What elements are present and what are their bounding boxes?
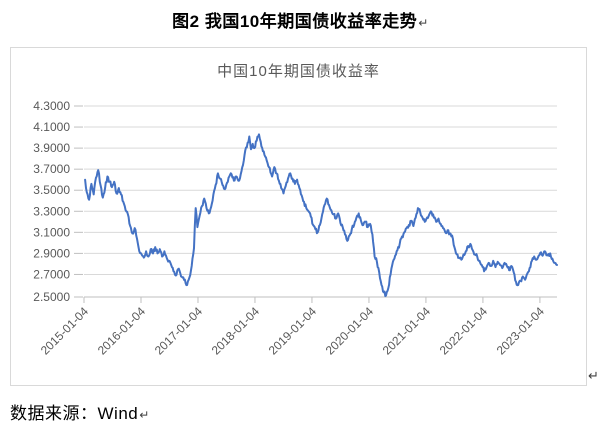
source-note-text: 数据来源：Wind xyxy=(10,404,139,423)
paragraph-mark-icon: ↵ xyxy=(139,408,150,422)
paragraph-mark-icon: ↵ xyxy=(418,16,429,30)
line-chart: 4.3000 4.1000 3.9000 3.7000 3.5000 3.3000 3.10… xyxy=(33,99,558,358)
x-tick-label: 2015-01-04 xyxy=(38,304,92,358)
y-tick-label: 3.1000 xyxy=(33,225,70,239)
x-tick-label: 2022-01-04 xyxy=(437,304,491,358)
y-tick-label: 4.1000 xyxy=(33,120,70,134)
chart-anchor-paragraph-mark-icon: ↵ xyxy=(588,368,599,383)
doc-title-text: 图2 我国10年期国债收益率走势 xyxy=(172,12,418,31)
x-tick-label: 2019-01-04 xyxy=(266,304,320,358)
chart-title: 中国10年期国债收益率 xyxy=(217,63,380,80)
x-tick-label: 2016-01-04 xyxy=(95,304,149,358)
doc-title: 图2 我国10年期国债收益率走势↵ xyxy=(0,7,601,32)
x-tick-label: 2021-01-04 xyxy=(380,304,434,358)
y-tick-label: 2.7000 xyxy=(33,267,70,281)
x-tick-label: 2017-01-04 xyxy=(152,304,206,358)
y-tick-label: 3.5000 xyxy=(33,183,70,197)
yield-line-series xyxy=(84,133,558,298)
chart-frame: 中国10年期国债收益率 4.3000 4.1000 3.9000 3.7000 3.50… xyxy=(10,47,587,386)
y-tick-label: 3.7000 xyxy=(33,162,70,176)
y-tick-label: 4.3000 xyxy=(33,99,70,113)
source-note: 数据来源：Wind↵ xyxy=(10,399,150,424)
x-tick-label: 2020-01-04 xyxy=(323,304,377,358)
y-tick-label: 2.9000 xyxy=(33,246,70,260)
y-tick-label: 3.3000 xyxy=(33,204,70,218)
y-tick-label: 2.5000 xyxy=(33,290,70,304)
y-tick-label: 3.9000 xyxy=(33,141,70,155)
x-tick-label: 2018-01-04 xyxy=(209,304,263,358)
x-tick-label: 2023-01-04 xyxy=(494,304,548,358)
